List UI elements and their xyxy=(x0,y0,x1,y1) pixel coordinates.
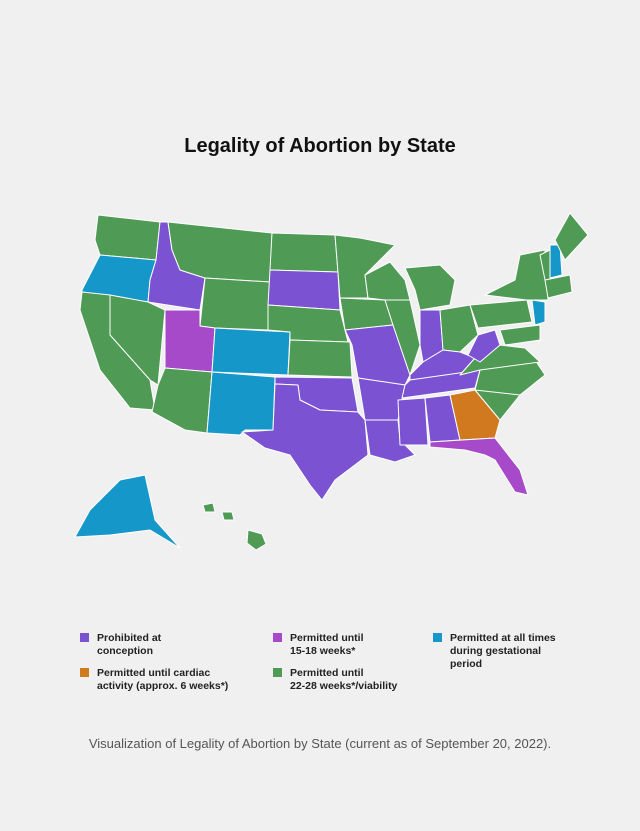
state xyxy=(74,474,181,549)
legend-label: 22-28 weeks*/viability xyxy=(290,680,398,692)
state xyxy=(397,397,429,446)
state xyxy=(429,437,529,496)
state xyxy=(287,339,353,378)
legend-swatch xyxy=(273,633,282,642)
state xyxy=(404,264,456,311)
state xyxy=(269,232,339,273)
legend-label: Permitted until xyxy=(290,632,364,644)
legend-label: during gestational xyxy=(450,645,541,657)
legend-swatch xyxy=(80,668,89,677)
legend-swatch xyxy=(273,668,282,677)
state xyxy=(384,299,421,376)
legend-label: 15-18 weeks* xyxy=(290,645,356,657)
state xyxy=(549,244,563,279)
state xyxy=(246,529,267,551)
state xyxy=(484,249,549,301)
state xyxy=(339,297,394,331)
legend-label: Prohibited at xyxy=(97,632,162,644)
state xyxy=(199,277,271,331)
state xyxy=(531,299,546,326)
state xyxy=(267,269,341,311)
legend-label: period xyxy=(450,658,482,670)
state xyxy=(544,274,573,299)
state xyxy=(241,383,369,501)
state xyxy=(554,212,589,261)
state xyxy=(211,327,291,376)
title: Legality of Abortion by State xyxy=(184,135,456,157)
state xyxy=(499,324,541,346)
caption: Visualization of Legality of Abortion by… xyxy=(89,736,551,751)
state xyxy=(364,419,416,463)
state xyxy=(357,377,406,421)
legend-swatch xyxy=(80,633,89,642)
state xyxy=(206,371,276,436)
us-map xyxy=(74,212,589,551)
legend-label: Permitted at all times xyxy=(450,632,556,644)
legend-swatch xyxy=(433,633,442,642)
legend-label: conception xyxy=(97,645,153,657)
state xyxy=(467,329,501,363)
state xyxy=(449,389,501,441)
state xyxy=(94,214,161,261)
state xyxy=(221,511,235,521)
state xyxy=(469,299,533,329)
legend-label: activity (approx. 6 weeks*) xyxy=(97,680,228,692)
legend-label: Permitted until cardiac xyxy=(97,667,210,679)
legend-label: Permitted until xyxy=(290,667,364,679)
state xyxy=(439,304,479,353)
state xyxy=(202,502,216,513)
